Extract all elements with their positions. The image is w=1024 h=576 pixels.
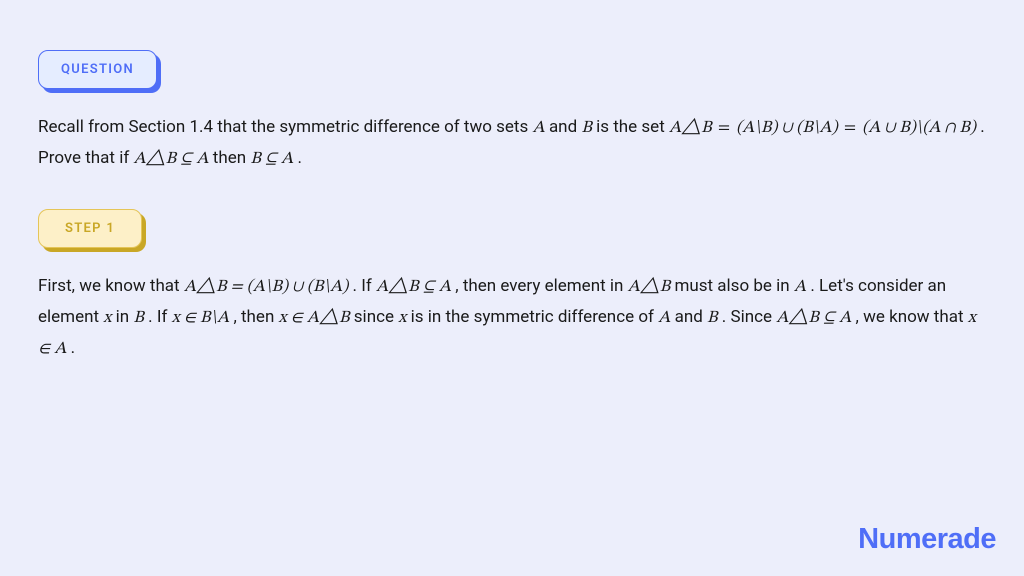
- math-var: A: [794, 279, 806, 296]
- text-fragment: is the set: [596, 117, 669, 137]
- text-fragment: .: [297, 148, 301, 168]
- math-var: x: [398, 310, 406, 327]
- content-container: QUESTION Recall from Section 1.4 that th…: [0, 0, 1024, 364]
- text-fragment: since: [354, 307, 398, 327]
- math-var: B: [707, 310, 718, 327]
- text-fragment: , then every element in: [455, 276, 627, 296]
- text-fragment: then: [213, 148, 251, 168]
- text-fragment: . If: [148, 307, 171, 327]
- math-expr: A△B: [669, 120, 712, 137]
- math-var: x: [103, 310, 111, 327]
- text-fragment: and: [675, 307, 707, 327]
- text-fragment: . Since: [722, 307, 776, 327]
- text-fragment: .: [71, 338, 75, 358]
- text-fragment: . If: [353, 276, 376, 296]
- text-fragment: , then: [233, 307, 278, 327]
- math-var: A: [533, 120, 545, 137]
- step1-text: First, we know that A△B = (A\B) ∪ (B\A) …: [38, 272, 986, 365]
- question-text: Recall from Section 1.4 that the symmetr…: [38, 113, 986, 175]
- question-badge-label: QUESTION: [61, 62, 134, 77]
- math-expr: A△B = (A\B) ∪ (B\A): [184, 279, 348, 296]
- logo-text: Numerade: [858, 523, 996, 555]
- text-fragment: , we know that: [856, 307, 968, 327]
- text-fragment: and: [549, 117, 581, 137]
- math-expr: (A ∪ B)\(A ∩ B): [862, 120, 976, 137]
- math-var: B: [133, 310, 144, 327]
- math-expr: B ⊆ A: [250, 151, 293, 168]
- math-expr: (A\B) ∪ (B\A): [736, 120, 838, 137]
- math-op: =: [718, 120, 734, 137]
- text-fragment: First, we know that: [38, 276, 184, 296]
- step1-badge-label: STEP 1: [65, 221, 115, 236]
- math-expr: A△B ⊆ A: [776, 310, 851, 327]
- math-expr: A△B ⊆ A: [133, 151, 208, 168]
- math-expr: A△B: [628, 279, 671, 296]
- text-fragment: in: [116, 307, 134, 327]
- math-expr: A△B ⊆ A: [376, 279, 451, 296]
- text-fragment: is in the symmetric difference of: [411, 307, 659, 327]
- numerade-logo: Numerade: [858, 523, 996, 556]
- question-badge: QUESTION: [38, 50, 157, 89]
- text-fragment: Recall from Section 1.4 that the symmetr…: [38, 117, 533, 137]
- math-op: =: [844, 120, 860, 137]
- math-expr: x ∈ A△B: [279, 310, 350, 327]
- text-fragment: must also be in: [674, 276, 793, 296]
- math-var: A: [658, 310, 670, 327]
- step1-badge: STEP 1: [38, 209, 142, 248]
- math-expr: x ∈ B\A: [172, 310, 230, 327]
- math-var: B: [581, 120, 592, 137]
